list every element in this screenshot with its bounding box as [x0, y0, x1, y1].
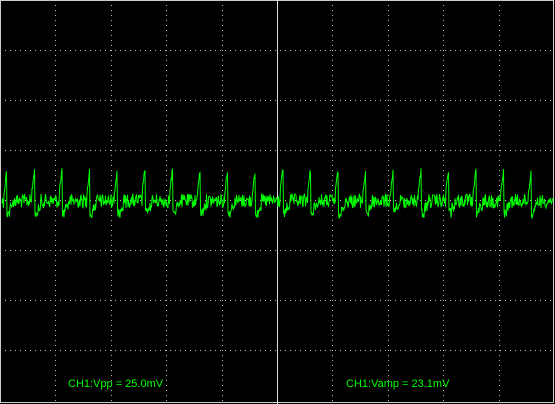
waveform-trace [1, 168, 554, 220]
measurement-vamp: CH1:Vamp = 23.1mV [346, 378, 450, 390]
measurement-vpp: CH1:Vpp = 25.0mV [68, 378, 164, 390]
